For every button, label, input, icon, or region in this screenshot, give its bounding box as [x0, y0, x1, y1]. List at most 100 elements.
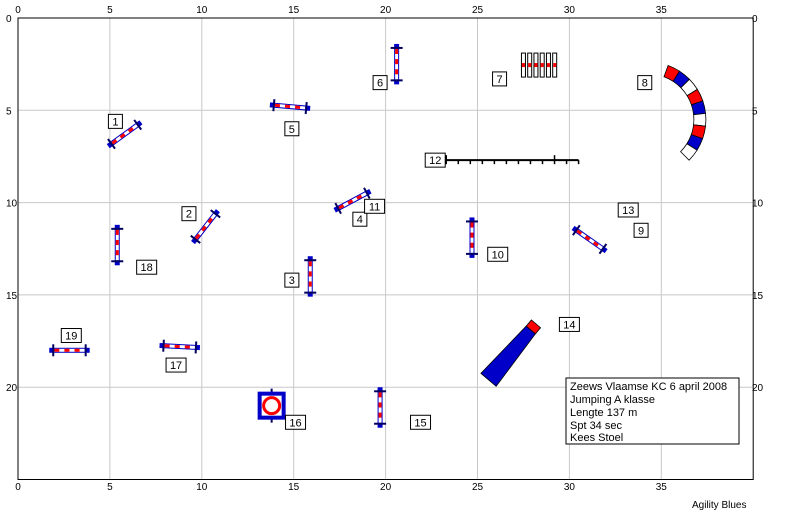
spread-bar-mark	[553, 63, 557, 68]
tunnel-8	[663, 65, 707, 161]
x-tick-label-top: 15	[288, 5, 300, 16]
jump-pole-stripe	[111, 139, 118, 145]
obstacle-number-label: 4	[357, 214, 363, 226]
jump-pole-stripe	[395, 69, 399, 75]
obstacle-number-label: 15	[414, 417, 426, 429]
obstacle-number-label: 9	[638, 225, 644, 237]
x-tick-label-top: 5	[107, 5, 113, 16]
course-info-box: Zeews Vlaamse KC 6 april 2008 Jumping A …	[565, 377, 740, 445]
x-tick-label-top: 35	[656, 5, 668, 16]
obstacle-number-label: 19	[65, 331, 77, 343]
jump-obstacle-1	[106, 119, 143, 150]
y-tick-label-left: 0	[6, 14, 12, 25]
obstacle-number-9: 9	[633, 222, 649, 238]
obstacle-number-12: 12	[424, 152, 446, 168]
jump-obstacle-9	[571, 224, 608, 255]
info-line-event: Zeews Vlaamse KC 6 april 2008	[570, 381, 727, 393]
x-tick-label-bottom: 10	[196, 482, 208, 493]
obstacle-number-box	[617, 202, 639, 218]
y-tick-label-right: 10	[752, 199, 764, 210]
obstacle-number-label: 16	[289, 417, 301, 429]
obstacle-number-label: 6	[377, 78, 383, 90]
jump-pole-stripe	[201, 225, 207, 232]
x-tick-label-bottom: 5	[107, 482, 113, 493]
jump-pole-stripe	[127, 127, 134, 133]
x-tick-label-top: 20	[380, 5, 392, 16]
jump-stand	[162, 339, 165, 352]
jump-pole-stripe	[274, 103, 281, 108]
obstacle-number-box	[372, 75, 388, 91]
spread-bar-mark	[528, 63, 532, 68]
x-tick-label-top: 30	[564, 5, 576, 16]
obstacle-number-11: 11	[364, 198, 386, 214]
jump-stand	[194, 341, 198, 354]
field-border	[17, 17, 754, 480]
info-line-judge: Kees Stoel	[570, 432, 623, 444]
obstacle-number-6: 6	[372, 75, 388, 91]
jump-pole-stripe	[54, 348, 60, 352]
obstacle-number-5: 5	[284, 121, 300, 137]
jump-pole-stripe	[592, 241, 599, 247]
spread-bar-mark	[521, 63, 525, 68]
obstacle-number-8: 8	[637, 75, 653, 91]
tyre-16	[257, 388, 286, 423]
jump-pole-stripe	[584, 235, 591, 241]
jump-pole-stripe	[184, 345, 190, 349]
obstacle-number-16: 16	[285, 414, 307, 430]
obstacle-number-box	[107, 113, 123, 129]
jump-pole-stripe	[74, 348, 80, 352]
obstacle-number-box	[60, 328, 82, 344]
obstacle-number-label: 1	[112, 116, 118, 128]
x-tick-label-bottom: 25	[472, 482, 484, 493]
obstacle-number-19: 19	[60, 328, 82, 344]
obstacle-number-box	[487, 246, 509, 262]
jump-pole-stripe	[64, 348, 70, 352]
obstacle-number-1: 1	[107, 113, 123, 129]
jump-obstacle-3	[304, 256, 317, 297]
obstacle-number-7: 7	[492, 71, 508, 87]
jump-pole-stripe	[470, 222, 474, 228]
obstacle-number-box	[284, 272, 300, 288]
x-tick-label-bottom: 30	[564, 482, 576, 493]
jump-pole-stripe	[308, 261, 312, 267]
y-tick-label-right: 15	[752, 291, 764, 302]
obstacle-number-18: 18	[136, 259, 158, 275]
y-tick-label-right: 0	[752, 14, 758, 25]
y-tick-label-left: 5	[6, 106, 12, 117]
tunnel-segment	[693, 112, 707, 127]
jump-obstacle-4	[333, 187, 372, 215]
jump-pole-stripe	[395, 59, 399, 65]
chute-14	[480, 319, 542, 387]
obstacle-number-box	[492, 71, 508, 87]
jump-pole-stripe	[470, 232, 474, 238]
jump-pole-stripe	[207, 217, 213, 224]
x-tick-label-bottom: 0	[15, 482, 21, 493]
x-tick-label-top: 10	[196, 5, 208, 16]
weave-poles-12	[445, 155, 580, 165]
obstacle-number-label: 14	[563, 319, 575, 331]
jump-stand	[107, 138, 116, 150]
obstacle-number-box	[637, 75, 653, 91]
jump-obstacle-19	[49, 344, 90, 357]
obstacle-number-label: 5	[289, 124, 295, 136]
obstacle-number-label: 17	[170, 360, 182, 372]
jump-obstacle-10	[465, 217, 478, 258]
x-tick-label-bottom: 35	[656, 482, 668, 493]
obstacle-number-box	[424, 152, 446, 168]
jump-stand	[133, 119, 143, 131]
obstacle-number-2: 2	[181, 206, 197, 222]
jump-stand	[272, 99, 276, 112]
obstacle-number-14: 14	[558, 316, 580, 332]
y-tick-label-right: 20	[752, 383, 764, 394]
chute-entry	[525, 319, 542, 335]
obstacle-number-3: 3	[284, 272, 300, 288]
jump-obstacle-18	[111, 224, 124, 266]
jump-pole-stripe	[194, 233, 201, 240]
info-box-frame	[565, 377, 740, 445]
jump-obstacle-6	[390, 43, 403, 85]
obstacle-number-box	[558, 316, 580, 332]
obstacle-number-box	[352, 211, 368, 227]
y-tick-label-left: 20	[6, 383, 18, 394]
